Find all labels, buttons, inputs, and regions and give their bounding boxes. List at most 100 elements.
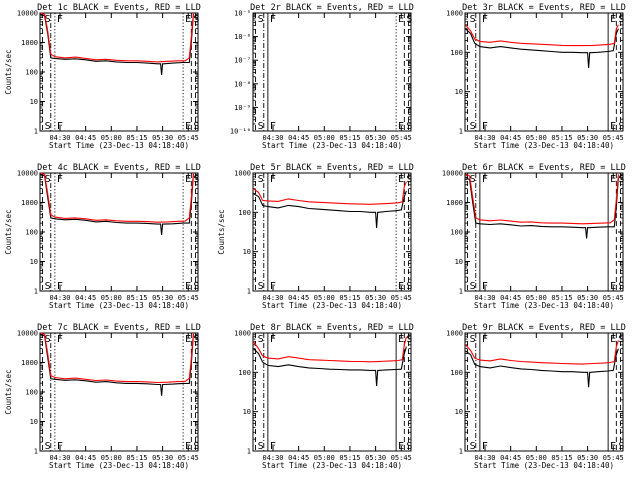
events-series-line [40, 173, 194, 235]
marker-label: F [270, 334, 276, 345]
detector-panel-7: Det 7c BLACK = Events, RED = LLD 1 10 100 10… [4, 323, 201, 470]
marker-label: E [610, 14, 616, 25]
marker-label: F [57, 121, 63, 132]
marker-label: S [406, 14, 412, 25]
marker-label: S [406, 441, 412, 452]
plot-frame [464, 172, 624, 292]
panel-title: Det 8r BLACK = Events, RED = LLD [250, 323, 414, 333]
marker-label: E [185, 14, 191, 25]
y-tick-label: 10 [30, 98, 38, 106]
x-tick-label: 05:30 [152, 454, 173, 462]
lld-series-line [40, 12, 194, 63]
x-tick-label: 05:15 [126, 454, 147, 462]
y-tick-label: 100 [25, 69, 38, 77]
marker-label: F [270, 174, 276, 185]
events-series-line [253, 346, 407, 387]
marker-label: F [482, 174, 488, 185]
x-tick-label: 04:45 [75, 294, 96, 302]
y-tick-label: 1000 [234, 170, 251, 178]
y-tick-label: 10⁻⁸ [234, 80, 251, 88]
marker-label: S [470, 281, 476, 292]
y-tick-label: 10000 [17, 170, 38, 178]
x-tick-label: 05:15 [551, 134, 572, 142]
x-tick-label: 05:15 [339, 134, 360, 142]
marker-label: S [618, 14, 624, 25]
plot-frame [464, 12, 624, 132]
y-tick-label: 100 [238, 369, 251, 377]
y-tick-label: 10 [30, 258, 38, 266]
y-tick-label: 1 [459, 448, 463, 456]
x-tick-label: 05:30 [577, 454, 598, 462]
y-axis-label: Counts/sec [217, 209, 226, 254]
detector-panel-3: Det 3r BLACK = Events, RED = LLD 1 10 100 10… [446, 3, 626, 150]
marker-label: F [482, 281, 488, 292]
y-tick-label: 1 [459, 128, 463, 136]
marker-label: S [618, 121, 624, 132]
marker-label: S [45, 334, 51, 345]
events-series-line [40, 333, 194, 396]
y-tick-label: 100 [25, 389, 38, 397]
plot-frame [39, 332, 199, 452]
y-tick-label: 1 [247, 448, 251, 456]
marker-label: S [45, 121, 51, 132]
marker-label: S [193, 174, 199, 185]
x-tick-label: 04:45 [288, 454, 309, 462]
x-tick-label: 05:00 [314, 294, 335, 302]
marker-label: S [193, 334, 199, 345]
y-tick-label: 1000 [21, 359, 38, 367]
marker-label: F [57, 441, 63, 452]
detector-panel-6: Det 6r BLACK = Events, RED = LLD 1 10 100 10… [442, 163, 626, 310]
marker-label: F [482, 14, 488, 25]
detector-panel-4: Det 4c BLACK = Events, RED = LLD 1 10 100 10… [4, 163, 201, 310]
x-tick-label: 05:00 [101, 294, 122, 302]
detector-panel-1: Det 1c BLACK = Events, RED = LLD 1 10 100 10… [4, 3, 201, 150]
marker-label: S [618, 281, 624, 292]
marker-label: E [610, 121, 616, 132]
x-axis-label: Start Time (23-Dec-13 04:18:40) [262, 461, 402, 470]
plot-frame [252, 12, 412, 132]
x-axis-label: Start Time (23-Dec-13 04:18:40) [49, 141, 189, 150]
y-tick-label: 1000 [21, 199, 38, 207]
plot-frame [252, 332, 412, 452]
marker-label: S [470, 441, 476, 452]
panel-title: Det 2r BLACK = Events, RED = LLD [250, 3, 414, 13]
y-tick-label: 1 [247, 288, 251, 296]
x-tick-label: 05:15 [551, 454, 572, 462]
marker-label: E [398, 14, 404, 25]
y-tick-label: 100 [450, 49, 463, 57]
marker-label: S [406, 281, 412, 292]
x-tick-label: 05:30 [365, 134, 386, 142]
events-series-line [40, 13, 194, 75]
marker-label: S [618, 174, 624, 185]
lld-series-line [465, 173, 619, 225]
x-tick-label: 04:45 [75, 134, 96, 142]
y-tick-label: 10 [455, 88, 463, 96]
marker-label: F [57, 281, 63, 292]
y-tick-label: 1000 [446, 330, 463, 338]
plot-frame [39, 12, 199, 132]
x-tick-label: 05:45 [391, 134, 412, 142]
marker-label: S [258, 334, 264, 345]
detector-panel-9: Det 9r BLACK = Events, RED = LLD 1 10 100 10… [446, 323, 626, 470]
marker-label: S [45, 281, 51, 292]
x-tick-label: 05:00 [526, 454, 547, 462]
x-tick-label: 05:30 [152, 134, 173, 142]
marker-label: S [45, 14, 51, 25]
y-tick-label: 10000 [17, 10, 38, 18]
x-tick-label: 05:00 [314, 134, 335, 142]
panel-title: Det 5r BLACK = Events, RED = LLD [250, 163, 414, 173]
x-tick-label: 04:30 [49, 294, 70, 302]
marker-label: F [482, 121, 488, 132]
x-tick-label: 05:00 [314, 454, 335, 462]
x-axis-label: Start Time (23-Dec-13 04:18:40) [49, 461, 189, 470]
lld-series-line [40, 172, 194, 223]
x-tick-label: 04:30 [262, 454, 283, 462]
events-series-line [465, 348, 619, 388]
y-tick-label: 10000 [17, 330, 38, 338]
y-tick-label: 1000 [21, 39, 38, 47]
x-tick-label: 05:45 [603, 294, 624, 302]
x-tick-label: 04:45 [500, 454, 521, 462]
events-series-line [465, 177, 619, 239]
y-tick-label: 10⁻⁶ [234, 33, 251, 41]
